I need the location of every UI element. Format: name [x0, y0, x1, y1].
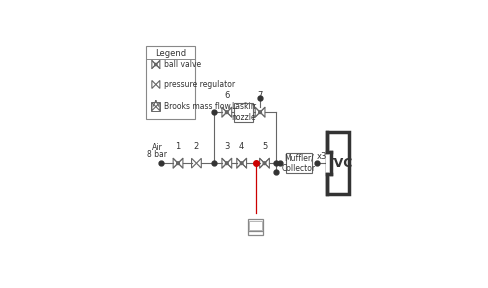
- Text: Muffler/
Collector: Muffler/ Collector: [282, 154, 316, 173]
- Text: 1: 1: [175, 142, 181, 151]
- Text: 6: 6: [224, 91, 229, 100]
- Text: Brooks mass flow meter: Brooks mass flow meter: [164, 102, 256, 111]
- FancyBboxPatch shape: [248, 219, 264, 231]
- FancyBboxPatch shape: [146, 46, 195, 119]
- Text: 5: 5: [262, 142, 267, 151]
- Text: pressure regulator: pressure regulator: [164, 80, 235, 89]
- Text: Laskin
nozzle: Laskin nozzle: [232, 103, 256, 122]
- FancyBboxPatch shape: [286, 153, 312, 173]
- Circle shape: [225, 111, 228, 113]
- Circle shape: [259, 111, 262, 113]
- Circle shape: [155, 63, 157, 66]
- Text: 2: 2: [194, 142, 199, 151]
- Text: x3: x3: [317, 152, 327, 161]
- Text: 3: 3: [224, 142, 229, 151]
- Circle shape: [263, 162, 266, 164]
- FancyBboxPatch shape: [248, 231, 264, 235]
- Text: TVC: TVC: [326, 157, 354, 170]
- FancyBboxPatch shape: [234, 103, 253, 122]
- Text: Legend: Legend: [155, 49, 186, 58]
- Circle shape: [240, 162, 243, 164]
- FancyBboxPatch shape: [326, 132, 349, 194]
- Text: 4: 4: [239, 142, 244, 151]
- Text: 8 bar: 8 bar: [147, 149, 167, 158]
- Text: ball valve: ball valve: [164, 60, 202, 69]
- Text: 7: 7: [257, 91, 263, 100]
- Circle shape: [177, 162, 180, 164]
- Circle shape: [225, 162, 228, 164]
- FancyBboxPatch shape: [326, 152, 330, 174]
- Text: Air: Air: [152, 143, 163, 152]
- FancyBboxPatch shape: [249, 221, 262, 230]
